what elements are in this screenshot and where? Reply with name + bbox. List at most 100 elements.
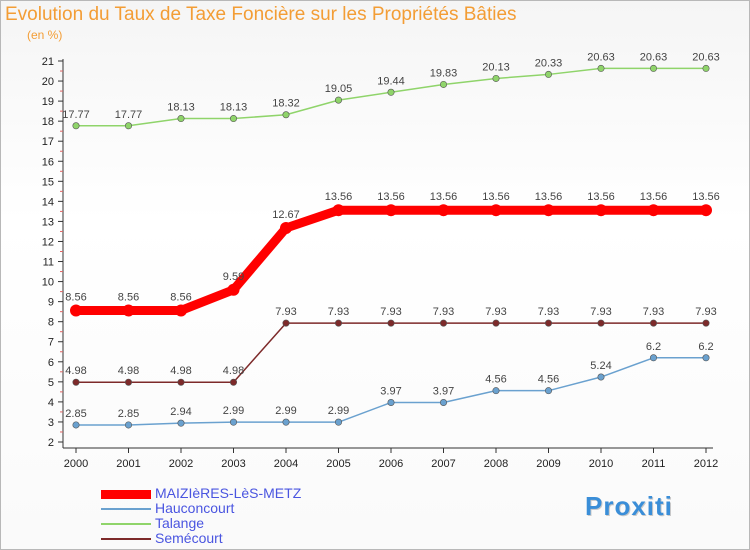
data-label: 19.05 [325,83,353,95]
chart-series [70,64,712,429]
data-label: 13.56 [640,191,668,203]
data-label: 19.83 [430,67,458,79]
data-point [125,421,133,429]
y-tick-label: 14 [42,196,54,208]
data-point [439,319,447,327]
data-point [72,122,80,130]
data-label: 4.98 [170,365,191,377]
data-label: 20.13 [482,61,510,73]
y-tick-label: 2 [48,437,54,449]
data-label: 20.63 [692,51,720,63]
x-tick-label: 2002 [169,458,193,470]
data-label: 7.93 [485,306,506,318]
data-label: 7.93 [590,306,611,318]
x-tick-label: 2005 [326,458,350,470]
data-point [125,122,133,130]
data-point [649,64,657,72]
y-tick-label: 10 [42,277,54,289]
data-point [542,204,555,217]
data-label: 13.56 [482,191,510,203]
legend-swatch [101,508,151,510]
y-tick-label: 3 [48,417,54,429]
x-tick-label: 2008 [484,458,508,470]
data-point [649,354,657,362]
y-tick-label: 15 [42,176,54,188]
data-label: 13.56 [535,191,563,203]
chart-axes: 2 3 4 5 6 7 8 9 10 11 12 13 14 15 16 17 18 19 20 21 2000 2001… [42,56,718,470]
data-label: 7.93 [643,306,664,318]
x-tick-label: 2003 [221,458,245,470]
y-tick-label: 21 [42,56,54,68]
data-point [387,319,395,327]
data-point [122,304,135,317]
data-label: 7.93 [538,306,559,318]
data-label: 18.32 [272,98,300,110]
data-point [334,319,342,327]
data-point [227,283,240,296]
data-label: 13.56 [377,191,405,203]
data-label: 2.85 [118,408,139,420]
data-label: 13.56 [587,191,615,203]
data-label: 7.93 [275,306,296,318]
data-label: 8.56 [65,291,86,303]
data-point [544,387,552,395]
legend-swatch [101,489,151,499]
data-point [439,80,447,88]
data-point [177,378,185,386]
data-point [700,204,712,217]
y-tick-label: 7 [48,337,54,349]
data-label: 7.93 [380,306,401,318]
data-label: 18.13 [220,102,248,114]
y-tick-label: 4 [48,397,54,409]
data-label: 4.98 [118,365,139,377]
y-tick-label: 18 [42,116,54,128]
data-label: 13.56 [692,191,720,203]
data-point [702,319,710,327]
data-label: 17.77 [115,109,143,121]
data-point [334,96,342,104]
y-tick-label: 11 [43,257,54,269]
data-point [492,319,500,327]
data-point [282,319,290,327]
data-point [332,204,345,217]
y-tick-label: 19 [42,96,54,108]
y-tick-label: 13 [42,216,54,228]
y-tick-label: 9 [48,297,54,309]
data-point [544,319,552,327]
data-point [647,204,660,217]
data-label: 3.97 [433,385,454,397]
x-tick-label: 2004 [274,458,298,470]
data-point [230,418,238,426]
data-label: 4.56 [485,374,506,386]
data-point [175,304,187,317]
data-point [490,204,502,217]
data-label: 2.94 [170,406,191,418]
data-point [492,74,500,82]
data-point [544,70,552,78]
data-label: 12.67 [272,209,300,221]
data-point [702,354,710,362]
data-label: 7.93 [328,306,349,318]
data-point [125,378,133,386]
data-point [595,204,607,217]
data-label: 3.97 [380,385,401,397]
data-label: 4.98 [65,365,86,377]
x-tick-label: 2009 [536,458,560,470]
chart-data-labels: 17.77 17.77 18.13 18.13 18.32 19.05 19.44 19.83… [62,51,720,420]
data-label: 7.93 [433,306,454,318]
data-point [230,378,238,386]
x-tick-label: 2007 [431,458,455,470]
x-tick-label: 2000 [64,458,88,470]
data-label: 4.98 [223,365,244,377]
data-label: 7.93 [695,306,716,318]
data-label: 13.56 [325,191,353,203]
data-label: 20.63 [587,51,615,63]
data-point [70,304,82,317]
data-point [597,319,605,327]
data-label: 2.99 [223,405,244,417]
legend-label: Talange [155,515,205,531]
data-point [649,319,657,327]
x-tick-label: 2012 [694,458,718,470]
